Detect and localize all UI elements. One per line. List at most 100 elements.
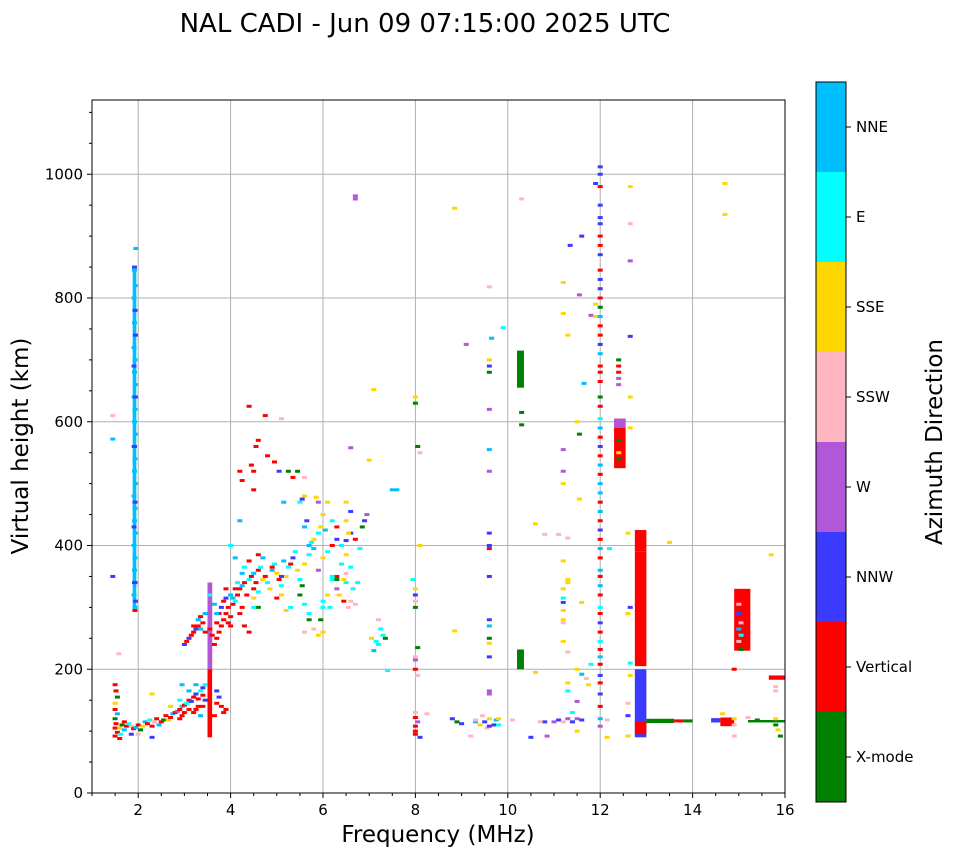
echo-point-nne <box>597 315 603 319</box>
echo-point-e <box>285 565 291 569</box>
echo-point-vertical <box>597 647 603 651</box>
echo-point-vertical <box>221 599 227 603</box>
echo-point-sse <box>336 593 342 597</box>
echo-point-sse <box>311 537 317 541</box>
echo-point-nnw <box>417 735 423 739</box>
echo-point-vertical <box>237 612 243 616</box>
echo-point-vertical <box>597 454 603 458</box>
echo-point-x-mode <box>255 605 261 609</box>
echo-point-vertical <box>597 500 603 504</box>
colorbar-swatch-vertical <box>816 622 846 712</box>
x-tick-label: 8 <box>411 801 421 819</box>
echo-point-vertical <box>132 608 138 612</box>
colorbar-swatch-x-mode <box>816 712 846 802</box>
echo-point-x-mode <box>318 618 324 622</box>
echo-point-e <box>560 596 566 600</box>
echo-point-nne <box>214 612 220 616</box>
echo-point-ssw <box>773 689 779 693</box>
echo-point-nne <box>179 683 185 687</box>
echo-point-nnw <box>597 172 603 176</box>
echo-point-nnw <box>132 445 138 448</box>
echo-point-w <box>597 724 603 728</box>
echo-point-nne <box>486 624 492 628</box>
echo-point-e <box>627 661 633 665</box>
echo-point-w <box>463 342 469 346</box>
echo-point-vertical <box>158 720 164 724</box>
echo-point-w <box>574 699 580 703</box>
echo-point-e <box>380 633 386 637</box>
echo-point-vertical <box>616 370 622 374</box>
echo-point-x-mode <box>616 438 622 442</box>
echo-point-nnw <box>567 243 573 247</box>
echo-point-ssw <box>110 414 116 418</box>
echo-point-nne <box>132 482 138 486</box>
echo-point-nnw <box>299 497 305 501</box>
echo-point-sse <box>295 568 301 572</box>
echo-point-ssw <box>736 639 742 643</box>
echo-point-sse <box>486 358 492 362</box>
echo-point-nne <box>132 420 138 424</box>
echo-point-vertical <box>244 593 250 597</box>
echo-point-vertical <box>248 463 254 467</box>
echo-point-sse <box>325 593 331 597</box>
x-axis: 2 4 6 8 10 12 14 16 <box>91 793 795 819</box>
echo-point-w <box>544 734 550 738</box>
echo-point-vertical <box>207 627 213 631</box>
echo-point-w <box>315 500 321 504</box>
echo-point-vertical <box>597 435 603 439</box>
echo-point-nne <box>193 683 199 687</box>
echo-point-sse <box>278 593 284 597</box>
echo-point-nne <box>110 437 116 441</box>
echo-point-sse <box>452 629 458 633</box>
x-tick-label: 12 <box>591 801 610 819</box>
echo-point-x-mode <box>738 647 744 651</box>
echo-point-vertical <box>246 559 252 563</box>
echo-point-vertical <box>597 370 603 374</box>
echo-point-nnw <box>304 519 310 523</box>
x-tick-label: 10 <box>498 801 517 819</box>
echo-point-vertical <box>486 547 492 551</box>
echo-point-x-mode <box>454 720 460 724</box>
echo-point-nne <box>232 556 238 560</box>
colorbar-label: W <box>856 478 871 496</box>
echo-point-vertical <box>225 621 231 625</box>
echo-point-vertical <box>112 726 118 730</box>
echo-block-vertical <box>634 551 647 667</box>
echo-point-vertical <box>288 562 294 566</box>
echo-point-vertical <box>200 693 206 697</box>
echo-point-ssw <box>412 711 418 715</box>
echo-point-sse <box>722 182 728 186</box>
echo-point-ssw <box>412 655 418 659</box>
echo-point-vertical <box>255 438 261 442</box>
echo-point-nne <box>142 720 148 724</box>
echo-point-ssw <box>486 285 492 289</box>
echo-point-sse <box>627 426 633 430</box>
echo-point-sse <box>586 683 592 687</box>
echo-point-nnw <box>128 732 134 736</box>
echo-point-vertical <box>736 593 742 597</box>
echo-point-ssw <box>343 571 349 575</box>
echo-point-ssw <box>519 197 525 201</box>
echo-point-e <box>588 662 594 666</box>
echo-point-sse <box>560 587 566 591</box>
echo-point-nne <box>597 482 603 486</box>
colorbar-label: X-mode <box>856 748 913 766</box>
echo-point-sse <box>579 600 585 604</box>
echo-point-sse <box>320 630 326 634</box>
echo-point-vertical <box>597 404 603 408</box>
echo-point-nne <box>489 336 495 340</box>
echo-point-e <box>606 547 612 551</box>
echo-point-e <box>235 581 241 585</box>
echo-point-vertical <box>341 599 347 603</box>
echo-point-nne <box>114 712 120 716</box>
echo-point-vertical <box>616 432 622 436</box>
echo-point-nnw <box>486 574 492 578</box>
echo-point-nnw <box>193 627 199 631</box>
echo-point-w <box>415 720 421 724</box>
echo-point-vertical <box>255 553 261 557</box>
echo-point-nne <box>736 627 742 631</box>
colorbar-label: SSE <box>856 298 885 316</box>
echo-point-e <box>251 605 257 609</box>
echo-point-ssw <box>375 618 381 622</box>
echo-point-x-mode <box>519 423 525 427</box>
